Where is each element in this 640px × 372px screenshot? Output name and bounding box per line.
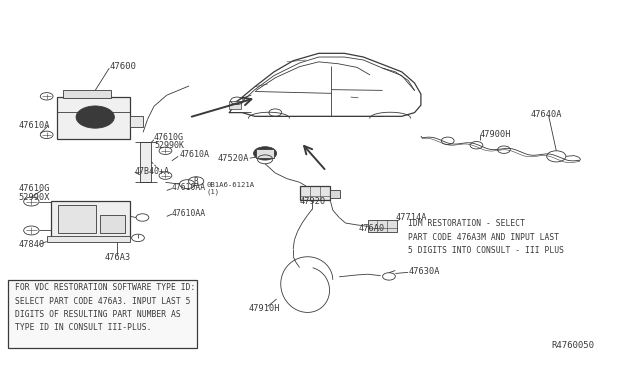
Circle shape bbox=[253, 147, 276, 160]
Bar bbox=[57, 97, 131, 139]
Text: 52990X: 52990X bbox=[19, 193, 50, 202]
Bar bbox=[140, 142, 152, 182]
Bar bbox=[51, 201, 131, 238]
Text: 47920: 47920 bbox=[300, 198, 326, 206]
Text: 47600: 47600 bbox=[109, 62, 136, 71]
Text: 47610AA: 47610AA bbox=[172, 183, 206, 192]
Text: 476A3: 476A3 bbox=[104, 253, 131, 262]
Text: 47610A: 47610A bbox=[19, 122, 50, 131]
Bar bbox=[330, 190, 340, 198]
Bar bbox=[300, 186, 330, 200]
Bar bbox=[47, 235, 130, 242]
Bar bbox=[63, 90, 111, 98]
Bar bbox=[256, 148, 274, 158]
Bar bbox=[8, 280, 196, 348]
Bar bbox=[58, 205, 97, 234]
Text: 47900H: 47900H bbox=[479, 129, 511, 139]
Text: B: B bbox=[194, 177, 198, 186]
Text: 47640A: 47640A bbox=[531, 110, 563, 119]
Circle shape bbox=[76, 106, 115, 128]
Text: R4760050: R4760050 bbox=[551, 341, 594, 350]
Text: 47910H: 47910H bbox=[248, 304, 280, 313]
Bar bbox=[368, 221, 397, 232]
Bar bbox=[131, 116, 143, 127]
Text: 47840: 47840 bbox=[19, 240, 45, 249]
Text: 47630A: 47630A bbox=[408, 267, 440, 276]
Bar bbox=[100, 215, 125, 234]
Text: 47714A: 47714A bbox=[396, 214, 427, 222]
Text: 47520A: 47520A bbox=[218, 154, 250, 163]
Text: (1): (1) bbox=[206, 189, 220, 195]
Text: 52990K: 52990K bbox=[154, 141, 184, 150]
Text: 47610G: 47610G bbox=[154, 132, 184, 142]
Text: 0B1A6-6121A: 0B1A6-6121A bbox=[206, 182, 255, 187]
Text: IDM RESTORATION - SELECT
PART CODE 476A3M AND INPUT LAST
5 DIGITS INTO CONSULT -: IDM RESTORATION - SELECT PART CODE 476A3… bbox=[408, 219, 564, 255]
Text: 47B40+A: 47B40+A bbox=[135, 167, 170, 176]
Text: 47610A: 47610A bbox=[179, 150, 209, 159]
Text: 476A0: 476A0 bbox=[358, 224, 385, 233]
Text: 47610AA: 47610AA bbox=[172, 209, 206, 218]
Text: FOR VDC RESTORATION SOFTWARE TYPE ID:
SELECT PART CODE 476A3. INPUT LAST 5
DIGIT: FOR VDC RESTORATION SOFTWARE TYPE ID: SE… bbox=[15, 283, 195, 332]
Bar bbox=[229, 101, 241, 109]
Text: 47610G: 47610G bbox=[19, 185, 50, 193]
